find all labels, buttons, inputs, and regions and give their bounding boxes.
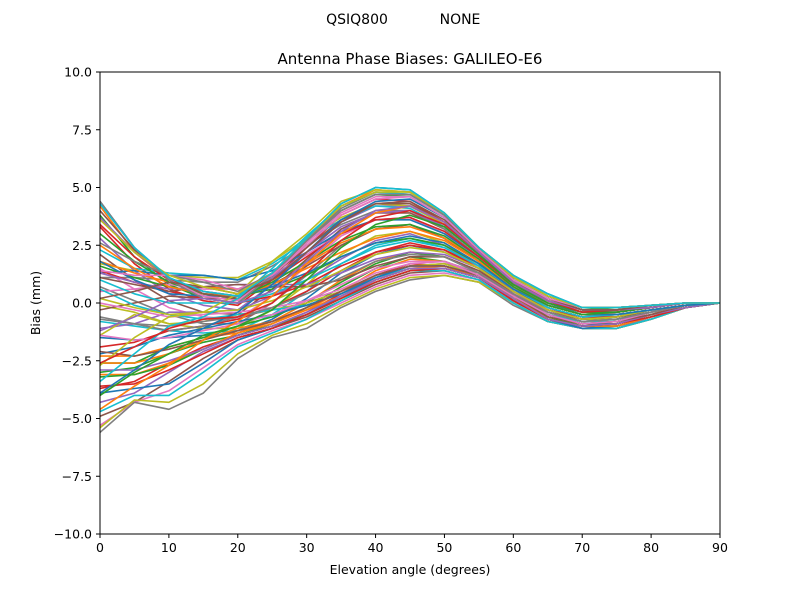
x-tick-label: 10	[161, 540, 177, 555]
y-tick-label: 2.5	[72, 238, 92, 253]
x-tick-label: 80	[643, 540, 659, 555]
series-line	[100, 267, 720, 371]
series-line	[100, 253, 720, 327]
y-tick-label: −7.5	[62, 469, 92, 484]
x-tick-label: 0	[96, 540, 104, 555]
x-axis-ticks: 0 10 20 30 40 50 60 70 80 90	[96, 534, 728, 555]
y-tick-label: 5.0	[72, 180, 92, 195]
y-tick-label: 0.0	[72, 296, 92, 311]
series-line	[100, 214, 720, 397]
x-tick-label: 20	[230, 540, 246, 555]
x-axis-label: Elevation angle (degrees)	[330, 562, 491, 577]
y-axis-label: Bias (mm)	[28, 271, 43, 335]
x-tick-label: 70	[574, 540, 590, 555]
x-tick-label: 90	[712, 540, 728, 555]
x-tick-label: 40	[368, 540, 384, 555]
y-tick-label: −2.5	[62, 353, 92, 368]
y-tick-label: 7.5	[72, 122, 92, 137]
y-tick-label: −5.0	[62, 411, 92, 426]
suptitle-station: QSIQ800	[326, 12, 388, 28]
y-tick-label: −10.0	[54, 527, 92, 542]
series-line	[100, 260, 720, 341]
y-tick-label: 10.0	[64, 65, 92, 80]
suptitle-radome: NONE	[440, 12, 481, 28]
chart-title: Antenna Phase Biases: GALILEO-E6	[278, 50, 543, 68]
series-group	[100, 186, 720, 434]
x-tick-label: 60	[505, 540, 521, 555]
y-axis-ticks: −10.0 −7.5 −5.0 −2.5 0.0 2.5 5.0 7.5 10.0	[54, 65, 100, 542]
x-tick-label: 50	[436, 540, 452, 555]
x-tick-label: 30	[299, 540, 315, 555]
series-line	[100, 186, 720, 309]
